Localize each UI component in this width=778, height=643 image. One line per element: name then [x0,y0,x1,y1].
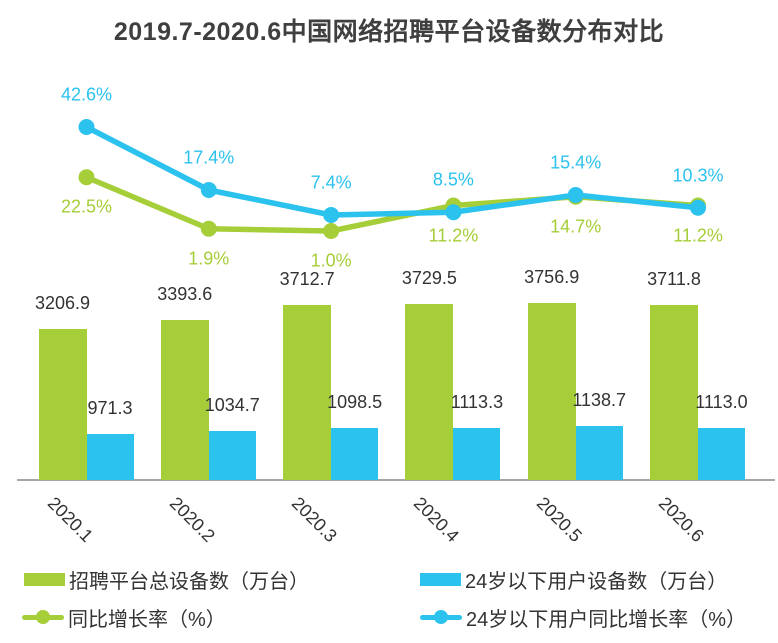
legend-item-under24-growth-rate: 24岁以下用户同比增长率（%） [420,607,746,631]
growth-label-under24-growth-rate-2020.1: 42.6% [60,84,113,105]
line-point-growth-rate-2020.1 [78,169,95,186]
x-axis-label-2020.3: 2020.3 [287,493,342,547]
bar-under24-devices-2020.5 [575,426,623,480]
bar-under24-devices-2020.1 [86,434,134,480]
bar-value-label-total-devices-2020.6: 3711.8 [647,269,701,290]
legend-marker-blue-line [420,610,462,624]
bar-total-devices-2020.2 [160,320,209,480]
growth-label-growth-rate-2020.3: 1.0% [310,250,352,271]
legend-swatch-blue-bar [420,572,461,586]
growth-label-growth-rate-2020.2: 1.9% [188,248,230,269]
line-point-under24-growth-rate-2020.3 [323,207,340,223]
bar-value-label-total-devices-2020.1: 3206.9 [34,293,91,314]
bar-total-devices-2020.4 [405,304,454,480]
x-axis-label-2020.2: 2020.2 [165,493,219,547]
legend-item-total-devices: 招聘平台总设备数（万台） [24,569,309,593]
bar-total-devices-2020.6 [650,305,698,480]
legend-label-total-devices: 招聘平台总设备数（万台） [69,570,309,593]
growth-label-under24-growth-rate-2020.5: 15.4% [550,152,602,173]
bar-value-label-under24-devices-2020.1: 971.3 [87,398,133,419]
growth-label-growth-rate-2020.5: 14.7% [550,216,602,237]
bar-under24-devices-2020.4 [453,427,501,480]
line-under24-growth-rate [83,124,701,218]
bar-total-devices-2020.1 [38,329,87,480]
growth-label-growth-rate-2020.6: 11.2% [673,225,723,245]
bar-value-label-under24-devices-2020.6: 1113.0 [695,391,748,412]
growth-label-under24-growth-rate-2020.2: 17.4% [183,147,235,168]
bar-value-label-total-devices-2020.2: 3393.6 [157,284,213,305]
bar-value-label-under24-devices-2020.3: 1098.5 [327,392,383,413]
bar-under24-devices-2020.3 [331,428,379,480]
growth-label-under24-growth-rate-2020.6: 10.3% [672,165,724,186]
x-axis-label-2020.5: 2020.5 [532,493,586,547]
line-point-under24-growth-rate-2020.2 [200,182,217,198]
growth-label-under24-growth-rate-2020.3: 7.4% [310,172,352,193]
x-axis-label-2020.6: 2020.6 [654,493,708,547]
x-axis-label-2020.1: 2020.1 [43,493,97,547]
line-point-growth-rate-2020.6 [690,197,706,214]
legend-dot-blue [434,610,448,624]
bar-value-label-total-devices-2020.3: 3712.7 [279,269,335,290]
line-point-under24-growth-rate-2020.1 [78,119,95,135]
bar-value-label-total-devices-2020.4: 3729.5 [401,268,457,289]
growth-label-growth-rate-2020.4: 11.2% [428,225,479,245]
bar-total-devices-2020.5 [527,303,576,480]
line-point-growth-rate-2020.5 [567,188,584,205]
legend-label-under24-growth-rate: 24岁以下用户同比增长率（%） [466,608,747,631]
legend-marker-green-line [22,610,64,624]
growth-label-under24-growth-rate-2020.4: 8.5% [432,169,474,190]
legend-item-under24-devices: 24岁以下用户设备数（万台） [420,569,727,593]
legend-label-under24-devices: 24岁以下用户设备数（万台） [465,570,728,593]
legend-item-growth-rate: 同比增长率（%） [22,607,226,631]
legend-label-growth-rate: 同比增长率（%） [68,608,226,631]
growth-label-growth-rate-2020.1: 22.5% [60,196,113,217]
bar-value-label-under24-devices-2020.2: 1034.7 [204,395,260,416]
bar-total-devices-2020.3 [283,305,332,480]
line-point-under24-growth-rate-2020.5 [567,187,584,203]
bar-value-label-total-devices-2020.5: 3756.9 [524,267,580,288]
bar-under24-devices-2020.6 [698,427,745,480]
line-point-under24-growth-rate-2020.6 [690,199,706,216]
line-point-under24-growth-rate-2020.4 [445,204,462,221]
line-growth-rate [83,174,701,234]
legend-swatch-green-bar [24,572,65,586]
line-point-growth-rate-2020.4 [445,197,462,214]
line-point-growth-rate-2020.3 [323,223,340,239]
line-point-growth-rate-2020.2 [200,220,217,237]
chart-title: 2019.7-2020.6中国网络招聘平台设备数分布对比 [113,18,665,46]
bar-value-label-under24-devices-2020.5: 1138.7 [572,390,627,411]
bar-value-label-under24-devices-2020.4: 1113.3 [450,391,504,412]
bar-under24-devices-2020.2 [208,431,256,480]
x-axis-label-2020.4: 2020.4 [410,493,464,547]
x-axis-line [17,479,775,481]
legend-dot-green [36,610,50,624]
